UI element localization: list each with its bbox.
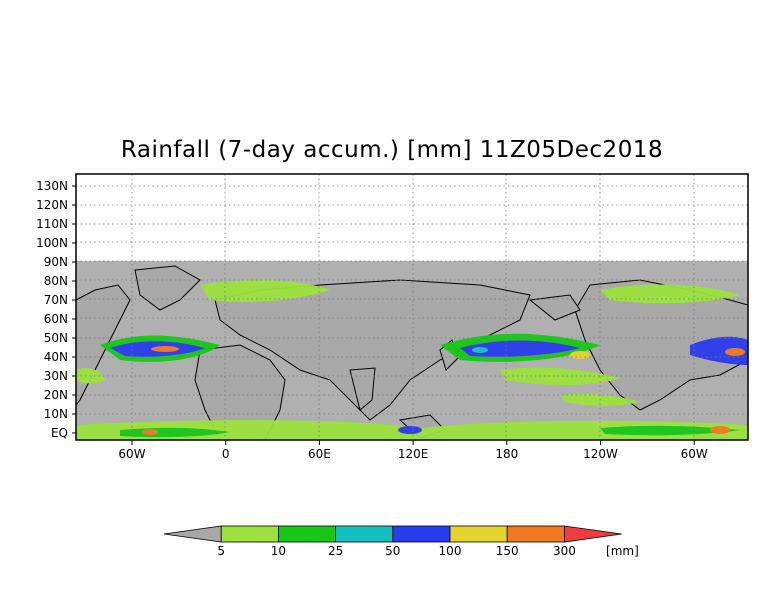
colorbar-segment bbox=[392, 525, 451, 543]
lat-tick-label: 120N bbox=[36, 198, 68, 212]
lon-tick-label: 180 bbox=[495, 447, 518, 461]
rainfall-field bbox=[76, 174, 748, 440]
lat-tick-label: 100N bbox=[36, 236, 68, 250]
lat-tick-label: EQ bbox=[51, 426, 68, 440]
lat-tick-label: 70N bbox=[44, 293, 68, 307]
colorbar-segment bbox=[564, 525, 622, 543]
lat-tick-label: 80N bbox=[44, 274, 68, 288]
longitude-axis: 60W 0 60E 120E 180 120W 60W bbox=[118, 440, 708, 461]
lon-tick-label: 120E bbox=[398, 447, 429, 461]
colorbar-segment bbox=[220, 525, 279, 543]
lat-tick-label: 130N bbox=[36, 179, 68, 193]
lon-tick-label: 0 bbox=[222, 447, 230, 461]
lat-tick-label: 20N bbox=[44, 388, 68, 402]
colorbar-segment bbox=[335, 525, 394, 543]
colorbar-segment bbox=[163, 525, 222, 543]
lat-tick-label: 50N bbox=[44, 331, 68, 345]
colorbar-label: 300 bbox=[553, 544, 576, 558]
lon-tick-label: 60W bbox=[118, 447, 145, 461]
colorbar-segment bbox=[277, 525, 336, 543]
colorbar-label: 10 bbox=[271, 544, 286, 558]
colorbar-label: 25 bbox=[328, 544, 343, 558]
lat-tick-label: 90N bbox=[44, 255, 68, 269]
plot-frame bbox=[75, 173, 749, 441]
colorbar-label: 5 bbox=[217, 544, 225, 558]
latitude-axis: 130N 120N 110N 100N 90N 80N 70N 60N 50N 40N 30N 20N… bbox=[36, 179, 76, 440]
lon-tick-label: 120W bbox=[583, 447, 618, 461]
colorbar-segment bbox=[449, 525, 508, 543]
map-title: Rainfall (7-day accum.) [mm] 11Z05Dec201… bbox=[120, 137, 664, 163]
colorbar-label: 50 bbox=[385, 544, 400, 558]
colorbar-label: 100 bbox=[439, 544, 462, 558]
colorbar-segment bbox=[506, 525, 565, 543]
lat-tick-label: 60N bbox=[44, 312, 68, 326]
lat-tick-label: 40N bbox=[44, 350, 68, 364]
lat-tick-label: 30N bbox=[44, 369, 68, 383]
lon-tick-label: 60W bbox=[681, 447, 708, 461]
lat-tick-label: 110N bbox=[36, 217, 68, 231]
colorbar-unit: [mm] bbox=[606, 544, 639, 558]
lat-tick-label: 10N bbox=[44, 407, 68, 421]
colorbar-label: 150 bbox=[496, 544, 519, 558]
colorbar: 5 10 25 50 100 150 300 [mm] bbox=[163, 525, 639, 558]
graticule bbox=[76, 174, 748, 440]
lon-tick-label: 60E bbox=[308, 447, 331, 461]
